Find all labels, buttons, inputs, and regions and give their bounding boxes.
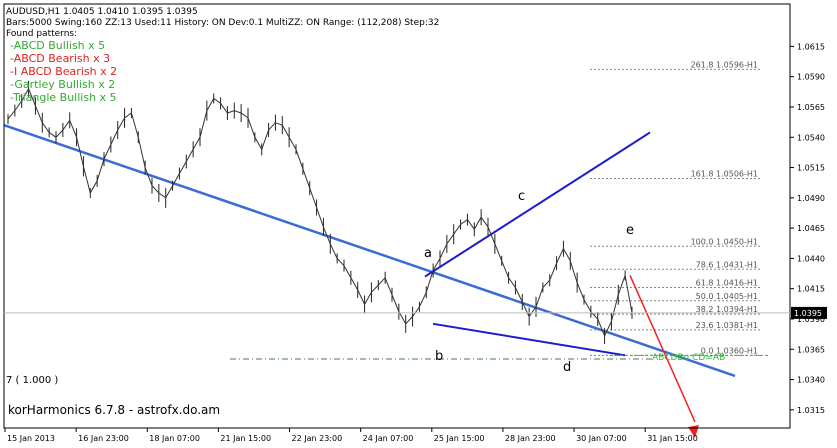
y-tick-label: 1.0590 xyxy=(797,73,825,82)
x-tick-label: 30 Jan 07:00 xyxy=(576,434,627,443)
point-label-e: e xyxy=(626,223,634,238)
point-label-c: c xyxy=(518,189,525,204)
pattern-item: -ABCD Bearish x 3 xyxy=(10,52,110,65)
overlay-texts: AUDUSD,H1 1.0405 1.0410 1.0395 1.0395Bar… xyxy=(6,7,439,417)
y-tick-label: 1.0465 xyxy=(797,224,825,233)
fib-level-label: 78.6 1.0431-H1 xyxy=(696,260,758,269)
point-label-a: a xyxy=(424,246,432,261)
point-label-d: d xyxy=(563,360,571,375)
indicator-label: 7 ( 1.000 ) xyxy=(6,375,58,386)
pattern-lines xyxy=(3,123,770,438)
pattern-item: -Triangle Bullish x 5 xyxy=(10,91,117,104)
point-labels: a b c d e ABCDBu CD=AB xyxy=(424,189,725,375)
fib-level-label: 61.8 1.0416-H1 xyxy=(696,278,758,287)
x-tick-label: 24 Jan 07:00 xyxy=(363,434,414,443)
main-trend-line xyxy=(3,123,736,378)
y-tick-label: 1.0365 xyxy=(797,345,825,354)
axes: 1.0615 1.0590 1.0565 1.0540 1.0515 1.0490 1.04… xyxy=(3,3,827,443)
x-tick-label: 25 Jan 15:00 xyxy=(434,434,485,443)
y-tick-label: 1.0490 xyxy=(797,194,825,203)
pattern-item: -ABCD Bullish x 5 xyxy=(10,39,105,52)
lower-pattern-line xyxy=(432,322,626,357)
x-tick-label: 21 Jan 15:00 xyxy=(220,434,271,443)
current-price-badge xyxy=(791,306,827,319)
x-tick-label: 16 Jan 23:00 xyxy=(78,434,129,443)
projection-line xyxy=(629,275,696,423)
fib-level-label: 0.0 1.0360-H1 xyxy=(701,346,758,355)
plot-frame xyxy=(3,3,791,429)
fib-level-label: 100.0 1.0450-H1 xyxy=(691,237,758,246)
pattern-item: -I ABCD Bearish x 2 xyxy=(10,65,117,78)
fib-levels: 261.8 1.0596-H1 161.8 1.0506-H1 100.0 1.04… xyxy=(590,60,760,356)
found-label: Found patterns: xyxy=(6,29,77,39)
upper-pattern-line xyxy=(424,131,651,278)
price-line xyxy=(7,87,633,338)
x-tick-label: 28 Jan 23:00 xyxy=(505,434,556,443)
fib-level-label: 50.0 1.0405-H1 xyxy=(696,292,758,301)
footer-text: korHarmonics 6.7.8 - astrofx.do.am xyxy=(8,403,220,417)
y-tick-label: 1.0565 xyxy=(797,103,825,112)
x-tick-label: 31 Jan 15:00 xyxy=(647,434,698,443)
point-label-b: b xyxy=(435,349,443,364)
y-tick-label: 1.0415 xyxy=(797,285,825,294)
price-series xyxy=(7,80,633,344)
header-line2: Bars:5000 Swing:160 ZZ:13 Used:11 Histor… xyxy=(6,18,439,28)
header-line1: AUDUSD,H1 1.0405 1.0410 1.0395 1.0395 xyxy=(6,7,198,17)
x-tick-label: 22 Jan 23:00 xyxy=(292,434,343,443)
fib-level-label: 38.2 1.0394-H1 xyxy=(696,305,758,314)
y-tick-label: 1.0390 xyxy=(797,315,825,324)
y-tick-label: 1.0615 xyxy=(797,42,825,51)
x-tick-label: 18 Jan 07:00 xyxy=(149,434,200,443)
current-price-text: 1.0395 xyxy=(794,309,822,318)
fib-level-label: 23.6 1.0381-H1 xyxy=(696,321,758,330)
y-tick-label: 1.0540 xyxy=(797,133,825,142)
y-tick-label: 1.0315 xyxy=(797,406,825,415)
fib-level-label: 261.8 1.0596-H1 xyxy=(691,60,758,69)
x-tick-label: 15 Jan 2013 xyxy=(7,434,55,443)
pattern-item: -Gartley Bullish x 2 xyxy=(10,78,115,91)
projection-label: ABCDBu CD=AB xyxy=(652,353,725,363)
fib-level-label: 161.8 1.0506-H1 xyxy=(691,169,758,178)
y-tick-label: 1.0340 xyxy=(797,376,825,385)
y-tick-label: 1.0440 xyxy=(797,254,825,263)
y-tick-label: 1.0515 xyxy=(797,164,825,173)
